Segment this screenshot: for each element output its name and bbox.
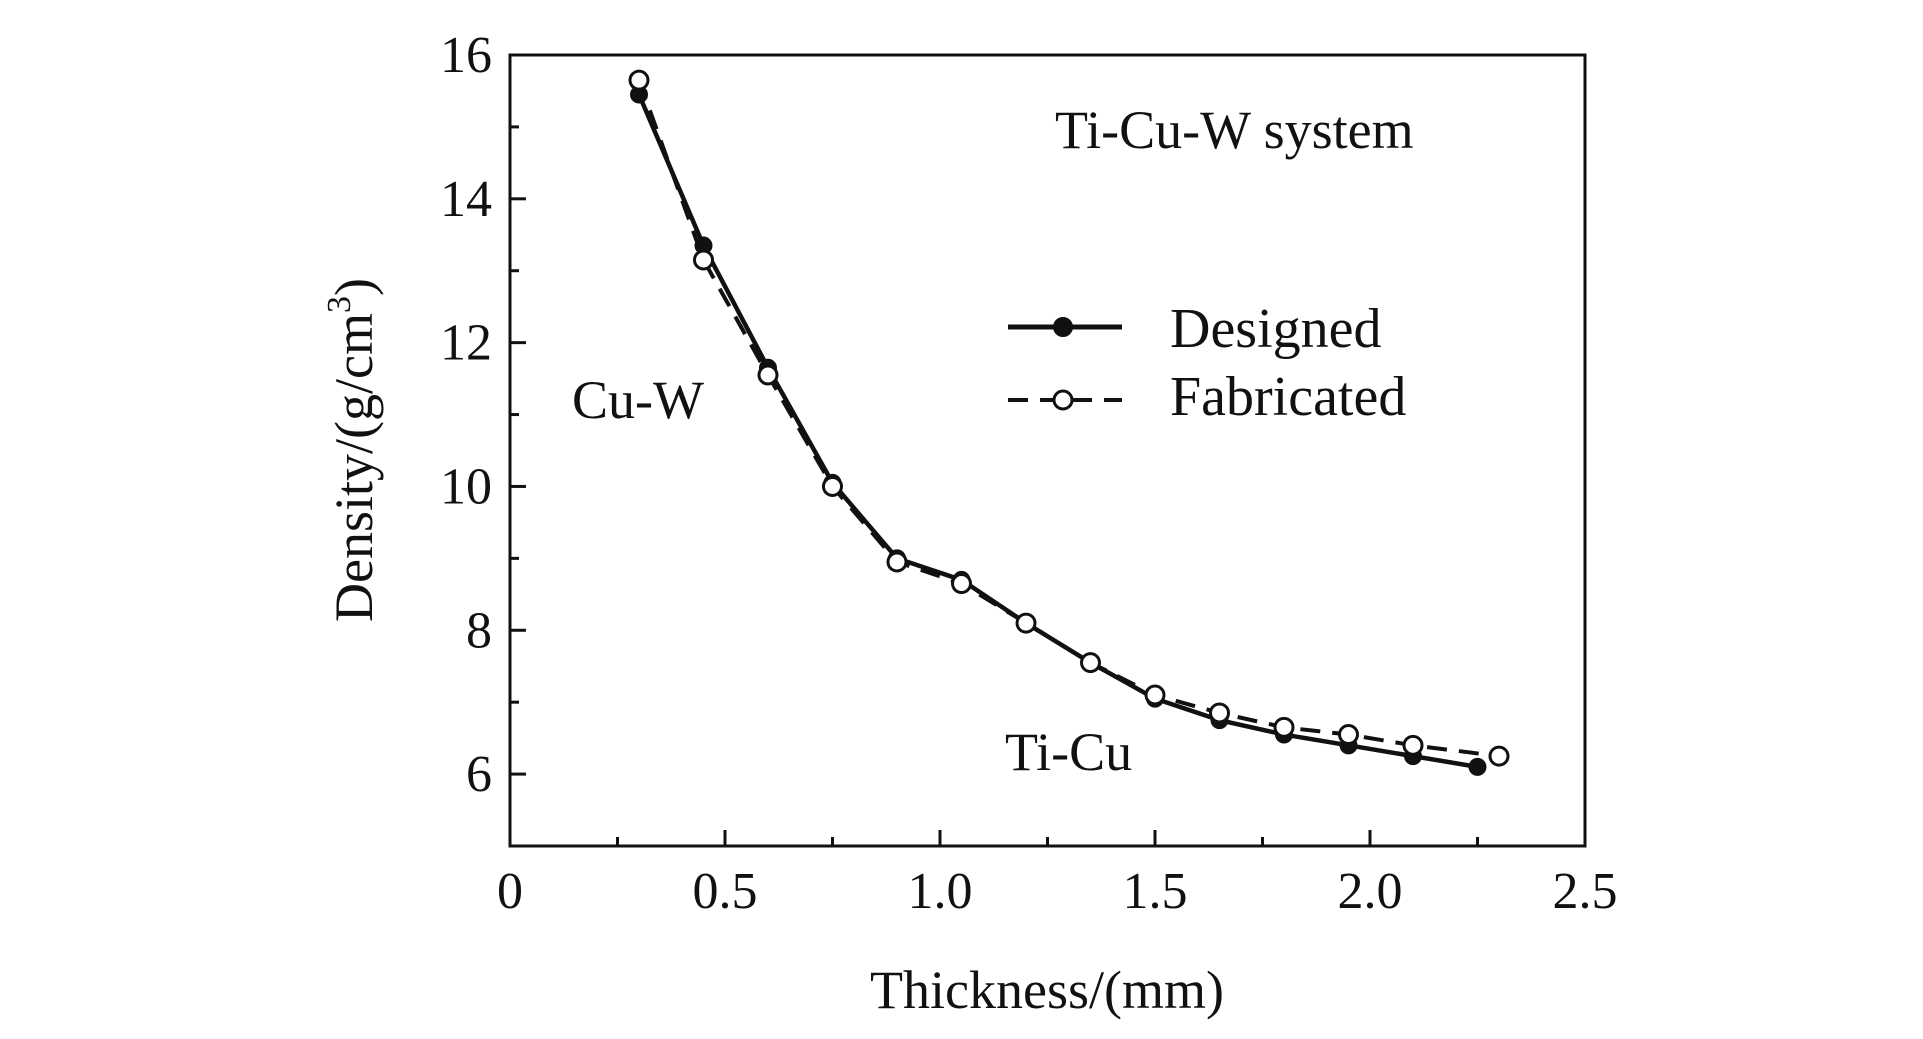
y-tick-label: 8	[466, 602, 492, 659]
series-line-fabricated	[637, 79, 1500, 759]
y-axis-label: Density/(g/cm3)	[321, 278, 384, 622]
data-point-fabricated	[1488, 745, 1510, 767]
data-point-fabricated	[886, 551, 908, 573]
data-point-fabricated	[1338, 724, 1359, 746]
y-tick-label: 16	[440, 27, 492, 84]
data-point-fabricated	[757, 364, 779, 386]
data-point-fabricated	[1080, 652, 1101, 674]
x-tick-label: 1.0	[908, 863, 973, 920]
series-line-designed	[636, 93, 1478, 770]
series-layer	[628, 69, 1510, 776]
y-axis-label-superscript: 3	[321, 296, 358, 313]
legend-designed-marker	[1053, 317, 1073, 337]
y-tick-label: 14	[440, 171, 492, 228]
annotation-ti-cu: Ti-Cu	[1005, 722, 1132, 782]
annotation-cu-w: Cu-W	[572, 370, 704, 430]
x-tick-label: 0.5	[693, 863, 758, 920]
data-point-fabricated	[628, 69, 650, 91]
y-axis-label-close: )	[324, 278, 384, 296]
x-axis-label: Thickness/(mm)	[870, 960, 1224, 1020]
data-point-fabricated	[1402, 734, 1424, 756]
markers-designed	[630, 85, 1487, 776]
x-tick-label: 2.0	[1338, 863, 1403, 920]
legend-designed-label: Designed	[1170, 298, 1382, 360]
series-fabricated	[637, 79, 1500, 759]
data-point-designed	[1468, 757, 1487, 776]
data-point-fabricated	[693, 249, 714, 271]
data-point-fabricated	[822, 475, 843, 497]
x-tick-label: 2.5	[1553, 863, 1618, 920]
y-axis-label-main: Density/(g/cm	[324, 313, 384, 622]
data-point-fabricated	[1209, 702, 1230, 724]
x-axis-ticks	[508, 830, 1587, 846]
x-tick-label: 0	[497, 863, 523, 920]
y-tick-label: 12	[440, 315, 492, 372]
y-axis-tick-labels: 6 8 10 12 14 16	[440, 27, 492, 803]
x-axis-tick-labels: 0 0.5 1.0 1.5 2.0 2.5	[497, 863, 1618, 920]
legend: Designed Fabricated	[1008, 298, 1406, 428]
data-point-fabricated	[1015, 612, 1037, 634]
y-axis-ticks	[510, 53, 526, 848]
markers-fabricated	[628, 69, 1510, 767]
legend-fabricated-marker	[1052, 389, 1074, 411]
legend-fabricated-label: Fabricated	[1170, 366, 1406, 428]
annotation-system: Ti-Cu-W system	[1055, 100, 1414, 160]
x-tick-label: 1.5	[1123, 863, 1188, 920]
y-tick-label: 6	[466, 746, 492, 803]
data-point-fabricated	[1144, 684, 1166, 706]
data-point-fabricated	[951, 573, 972, 595]
series-designed	[636, 93, 1478, 770]
y-tick-label: 10	[440, 458, 492, 515]
data-point-fabricated	[1273, 716, 1295, 738]
